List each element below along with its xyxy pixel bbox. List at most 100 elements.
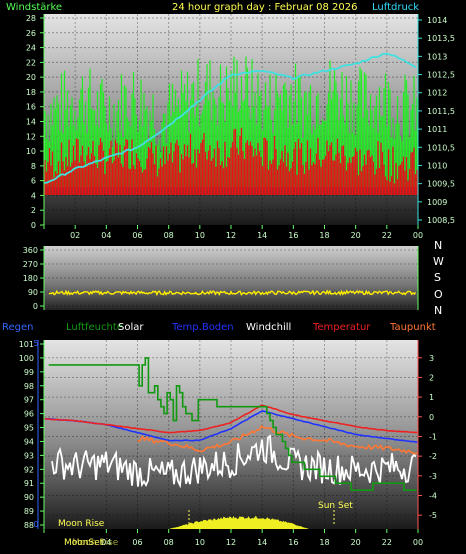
direction-label-s: S xyxy=(434,271,441,284)
temp-x-tick-label: 06 xyxy=(132,538,142,547)
wind-x-tick-label: 22 xyxy=(382,231,392,240)
legend: Regen Luftfeuchte Solar Temp.Boden Windc… xyxy=(2,322,436,333)
wind-x-tick-label: 02 xyxy=(70,231,80,240)
humidity-y-tick-label: 101 xyxy=(19,340,34,349)
direction-label-o: O xyxy=(434,288,443,301)
wind-x-tick-label: 06 xyxy=(132,231,142,240)
wind-y-tick-label: 0 xyxy=(31,221,36,230)
rain-y-tick-label-bottom: 0 xyxy=(33,520,38,529)
temp-y-tick-label: -4 xyxy=(429,491,437,500)
temp-y-tick-label: 1 xyxy=(429,393,434,402)
direction-label-n-bottom: N xyxy=(434,304,442,317)
temp-x-tick-label: 08 xyxy=(164,538,174,547)
legend-regen: Regen xyxy=(2,322,34,333)
humidity-y-tick-label: 96 xyxy=(24,410,34,419)
wind-y-tick-label: 8 xyxy=(31,162,36,171)
wind-y-tick-label: 12 xyxy=(26,132,36,141)
legend-solar: Solar xyxy=(118,322,144,333)
temp-y-tick-label: -3 xyxy=(429,472,437,481)
humidity-y-tick-label: 100 xyxy=(19,354,34,363)
temp-x-tick-label: 12 xyxy=(226,538,236,547)
temp-x-tick-label: 04 xyxy=(101,538,111,547)
dewpoint-line xyxy=(137,425,419,455)
humidity-y-tick-label: 89 xyxy=(24,507,34,516)
direction-label-n-top: N xyxy=(434,239,442,252)
legend-temp-boden: Temp.Boden xyxy=(171,322,234,333)
humidity-y-tick-label: 98 xyxy=(24,382,34,391)
temp-y-tick-label: 2 xyxy=(429,373,434,382)
wind-x-tick-label: 12 xyxy=(226,231,236,240)
wind-y-tick-label: 26 xyxy=(26,29,36,38)
legend-windchill: Windchill xyxy=(246,322,291,333)
wind-y-tick-label: 18 xyxy=(26,88,36,97)
humidity-y-tick-label: 91 xyxy=(24,479,34,488)
wind-x-tick-label: 18 xyxy=(319,231,329,240)
temp-x-tick-label: 14 xyxy=(257,538,267,547)
pressure-y-tick-label: 1012 xyxy=(427,89,447,98)
annotation-moon-rise: Moon Rise xyxy=(58,519,105,529)
humidity-y-tick-label: 97 xyxy=(24,396,34,405)
temperature-line xyxy=(43,404,418,434)
temp-x-tick-label: 20 xyxy=(351,538,361,547)
wind-y-tick-label: 4 xyxy=(31,191,36,200)
wind-direction-line xyxy=(48,289,417,297)
humidity-y-tick-label: 93 xyxy=(24,451,34,460)
wind-y-tick-label: 10 xyxy=(26,147,36,156)
solar-area xyxy=(168,515,309,529)
header-right-label: Luftdruck xyxy=(372,2,419,13)
wind-y-tick-label: 20 xyxy=(26,73,36,82)
pressure-y-tick-label: 1013,5 xyxy=(427,34,455,43)
wind-x-tick-label: 08 xyxy=(164,231,174,240)
temp-y-tick-label: -5 xyxy=(429,511,437,520)
wind-x-tick-label: 00 xyxy=(413,231,423,240)
legend-temperatur: Temperatur xyxy=(312,322,371,333)
wind-y-tick-label: 22 xyxy=(26,58,36,67)
pressure-y-tick-label: 1013 xyxy=(427,52,447,61)
wind-x-tick-label: 04 xyxy=(101,231,111,240)
wind-x-tick-label: 14 xyxy=(257,231,267,240)
pressure-line xyxy=(43,52,417,184)
pressure-y-tick-label: 1012,5 xyxy=(427,71,455,80)
temp-x-tick-label: 18 xyxy=(319,538,329,547)
wind-y-tick-label: 28 xyxy=(26,14,36,23)
wind-y-tick-label: 16 xyxy=(26,103,36,112)
annotation-sun-set: Sun Set xyxy=(318,501,353,511)
wind-y-tick-label: 2 xyxy=(31,206,36,215)
pressure-y-tick-label: 1008,5 xyxy=(427,216,455,225)
humidity-y-tick-label: 90 xyxy=(24,493,34,502)
pressure-y-tick-label: 1009,5 xyxy=(427,180,455,189)
legend-taupunkt: Taupunkt xyxy=(389,322,436,333)
header-left-label: Windstärke xyxy=(6,2,62,13)
direction-y-tick-label: 90 xyxy=(28,288,38,297)
pressure-y-tick-label: 1011,5 xyxy=(427,107,455,116)
axes-layer: 02468101214161820222426281008,510091009,… xyxy=(19,14,455,547)
humidity-y-tick-label: 94 xyxy=(24,437,34,446)
marks-layer xyxy=(43,52,419,529)
header-title: 24 hour graph day : Februar 08 2026 xyxy=(172,2,357,13)
plot-area-direction xyxy=(44,246,418,310)
wind-x-tick-label: 10 xyxy=(195,231,205,240)
humidity-y-tick-label: 99 xyxy=(24,368,34,377)
rain-y-tick-label-top: 5 xyxy=(33,339,38,348)
direction-y-tick-label: 360 xyxy=(23,246,38,255)
temp-y-tick-label: 3 xyxy=(429,354,434,363)
legend-luftfeuchte: Luftfeuchte xyxy=(66,322,123,333)
wind-x-tick-label: 16 xyxy=(288,231,298,240)
temp-y-tick-label: -2 xyxy=(429,452,437,461)
wind-x-tick-label: 20 xyxy=(351,231,361,240)
temp-x-tick-label: 16 xyxy=(288,538,298,547)
annotation-moonset: MoonSet xyxy=(64,538,104,548)
wind-y-tick-label: 14 xyxy=(26,118,36,127)
pressure-y-tick-label: 1009 xyxy=(427,198,447,207)
humidity-y-tick-label: 88 xyxy=(24,521,34,530)
pressure-y-tick-label: 1010 xyxy=(427,161,447,170)
annotation-moon-rise-bottom: Moon Rise xyxy=(72,538,119,548)
humidity-y-tick-label: 92 xyxy=(24,465,34,474)
direction-y-tick-label: 270 xyxy=(23,260,38,269)
pressure-y-tick-label: 1011 xyxy=(427,125,447,134)
temp-x-tick-label: 00 xyxy=(413,538,423,547)
humidity-y-tick-label: 95 xyxy=(24,424,34,433)
wind-y-tick-label: 24 xyxy=(26,44,36,53)
temp-x-tick-label: 10 xyxy=(195,538,205,547)
